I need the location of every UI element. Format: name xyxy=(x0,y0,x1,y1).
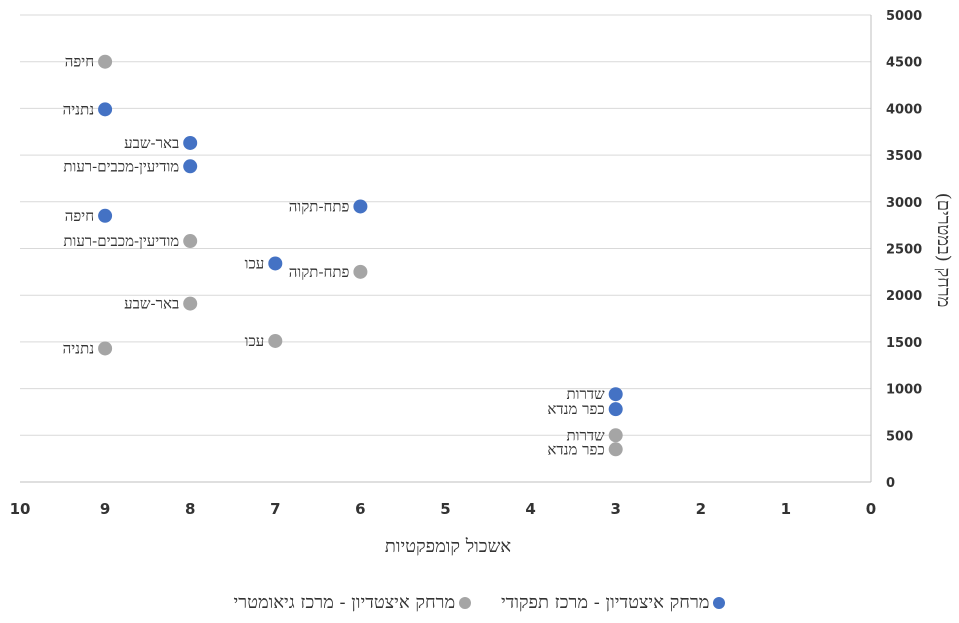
legend-item-functional: מרחק איצטדיון - מרכז תפקודי xyxy=(501,592,726,613)
point-label: פתח-תקוה xyxy=(289,263,350,281)
data-point-functional xyxy=(353,199,368,214)
point-label: מודיעין-מכבים-רעות xyxy=(63,232,179,250)
point-label: חיפה xyxy=(65,53,94,71)
data-point-functional xyxy=(98,102,113,117)
x-tick-label: 8 xyxy=(185,500,195,518)
y-tick-label: 500 xyxy=(886,429,913,444)
point-label: מודיעין-מכבים-רעות xyxy=(63,157,179,175)
y-tick-label: 3000 xyxy=(886,196,922,211)
y-tick-label: 4000 xyxy=(886,102,922,117)
data-point-geometric xyxy=(268,333,283,348)
y-tick-label: 1500 xyxy=(886,336,922,351)
point-label: כפר מנדא xyxy=(547,400,604,418)
y-tick-label: 2000 xyxy=(886,289,922,304)
point-label: נתניה xyxy=(63,100,94,118)
point-label: עכו xyxy=(245,332,265,350)
y-tick-label: 0 xyxy=(886,476,895,491)
legend-marker-gray xyxy=(459,597,472,609)
x-tick-label: 5 xyxy=(440,500,450,518)
point-label: שדרות xyxy=(566,385,605,403)
x-tick-label: 6 xyxy=(355,500,365,518)
gridlines xyxy=(20,14,872,483)
legend-item-geometric: מרחק איצטדיון - מרכז גיאומטרי xyxy=(234,592,472,613)
y-tick-label: 5000 xyxy=(886,9,922,24)
data-point-functional xyxy=(268,256,283,271)
x-tick-label: 0 xyxy=(866,500,876,518)
point-label: כפר מנדא xyxy=(547,440,604,458)
data-points xyxy=(98,54,623,457)
y-tick-label: 2500 xyxy=(886,243,922,258)
data-point-functional xyxy=(608,387,623,402)
x-axis-title: אשכול קומפקטיות xyxy=(385,536,511,557)
x-tick-label: 1 xyxy=(781,500,791,518)
y-tick-label: 3500 xyxy=(886,149,922,164)
data-point-geometric xyxy=(608,428,623,443)
point-label: נתניה xyxy=(63,339,94,357)
point-labels: חיפה מודיעין-מכבים-רעות פתח-תקוה באר-שבע עכו… xyxy=(63,53,605,459)
data-point-geometric xyxy=(353,264,368,279)
x-axis-ticks: 10 9 8 7 6 5 4 3 2 1 0 xyxy=(10,500,877,518)
point-label: שדרות xyxy=(566,426,605,444)
data-point-functional xyxy=(608,402,623,417)
x-tick-label: 9 xyxy=(100,500,110,518)
x-tick-label: 2 xyxy=(696,500,706,518)
data-point-geometric xyxy=(608,442,623,457)
data-point-geometric xyxy=(183,234,198,249)
data-point-geometric xyxy=(183,296,198,311)
point-label: פתח-תקוה xyxy=(289,197,350,215)
x-tick-label: 10 xyxy=(10,500,31,518)
x-tick-label: 4 xyxy=(525,500,535,518)
y-tick-label: 4500 xyxy=(886,56,922,71)
point-label: חיפה xyxy=(65,207,94,225)
data-point-functional xyxy=(98,208,113,223)
data-point-functional xyxy=(183,135,198,150)
data-point-functional xyxy=(183,159,198,174)
y-tick-label: 1000 xyxy=(886,383,922,398)
legend-marker-blue xyxy=(713,597,726,609)
legend: מרחק איצטדיון - מרכז תפקודי מרחק איצטדיו… xyxy=(0,592,959,613)
point-label: באר-שבע xyxy=(124,295,179,313)
data-point-geometric xyxy=(98,54,113,69)
y-axis-title: מרחק (במטרים) xyxy=(933,193,954,308)
x-tick-label: 3 xyxy=(610,500,620,518)
y-axis-ticks: 0 500 1000 1500 2000 2500 3000 3500 4000 4500 5000 xyxy=(886,9,922,491)
data-point-geometric xyxy=(98,341,113,356)
x-tick-label: 7 xyxy=(270,500,280,518)
legend-label-geometric: מרחק איצטדיון - מרכז גיאומטרי xyxy=(233,592,456,613)
legend-label-functional: מרחק איצטדיון - מרכז תפקודי xyxy=(500,592,710,613)
point-label: עכו xyxy=(245,254,265,272)
point-label: באר-שבע xyxy=(124,134,179,152)
